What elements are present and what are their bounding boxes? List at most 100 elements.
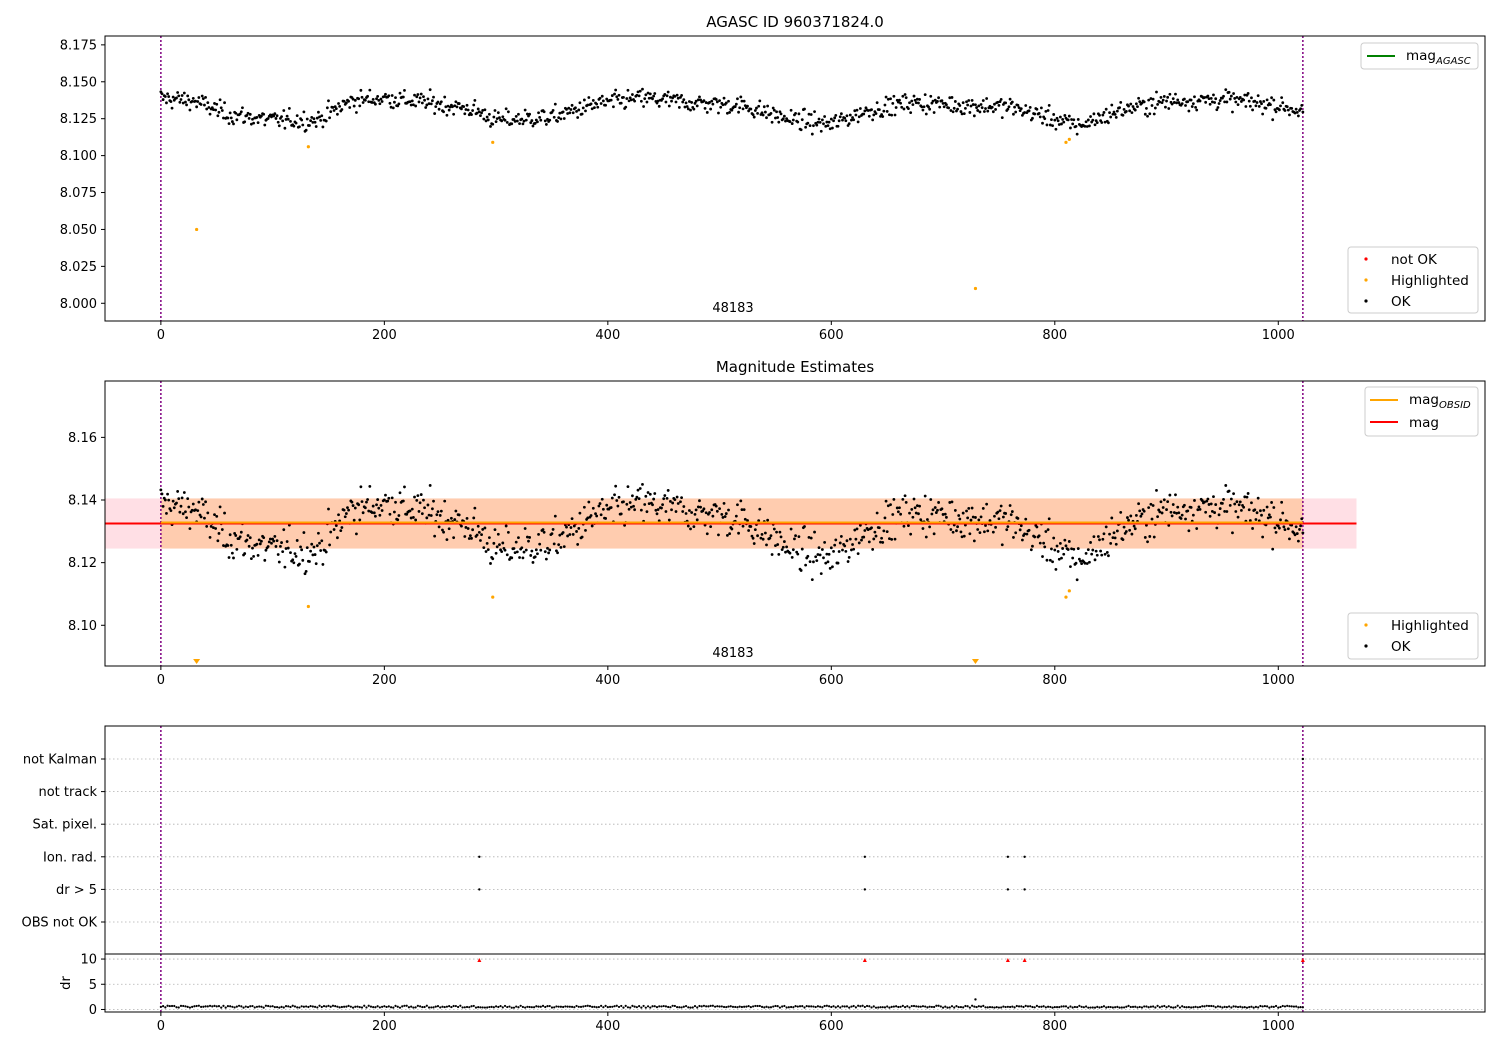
ok-point: [414, 518, 418, 522]
ok-point: [351, 97, 355, 101]
ok-point: [1160, 511, 1164, 515]
ok-point: [576, 543, 580, 546]
ok-point: [361, 101, 365, 104]
ok-point: [1213, 511, 1216, 514]
ok-point: [208, 535, 212, 539]
dr-point: [213, 1004, 216, 1007]
ok-point: [593, 106, 596, 110]
dr-point: [758, 1004, 761, 1008]
dr-point: [693, 1004, 697, 1008]
ok-point: [1025, 532, 1029, 536]
ok-point: [1137, 96, 1141, 100]
ok-point: [575, 530, 578, 533]
ok-point: [201, 97, 205, 101]
ok-point: [1048, 558, 1052, 562]
ok-point: [510, 122, 514, 126]
dr-point: [892, 1005, 895, 1008]
dr-point: [1295, 1005, 1298, 1008]
ok-point: [680, 496, 683, 500]
ok-point: [445, 113, 449, 117]
ok-point: [917, 512, 920, 516]
ok-point: [646, 91, 650, 95]
ok-point: [819, 572, 823, 576]
ok-point: [184, 100, 187, 104]
dr-point: [392, 1006, 395, 1009]
ok-point: [770, 120, 774, 124]
dr-point: [1301, 1006, 1304, 1009]
dr-point: [834, 1006, 837, 1009]
ok-point: [932, 111, 936, 114]
ok-point: [728, 111, 732, 114]
ok-point: [1105, 551, 1109, 554]
ok-point: [565, 525, 568, 529]
dr-point: [383, 1005, 386, 1008]
ok-point: [870, 108, 873, 112]
ok-point: [1191, 102, 1195, 106]
ok-point: [1000, 116, 1004, 120]
dr-point: [284, 1005, 288, 1008]
dr-point: [658, 1005, 661, 1008]
ok-point: [818, 553, 822, 557]
ok-point: [286, 117, 290, 121]
ok-point: [485, 541, 489, 545]
ok-point: [482, 546, 486, 550]
ok-point: [855, 108, 859, 112]
ok-point: [1019, 524, 1023, 528]
ok-point: [427, 102, 431, 106]
ok-point: [1088, 124, 1091, 128]
dr-point: [159, 1005, 162, 1008]
ok-point: [531, 124, 535, 128]
ok-point: [1238, 96, 1242, 99]
ok-point: [587, 500, 591, 504]
ok-point: [903, 494, 907, 498]
ok-point: [1246, 492, 1250, 495]
flag-point: [1023, 855, 1026, 858]
ok-point: [705, 111, 709, 114]
ok-point: [813, 530, 816, 534]
ok-point: [266, 117, 270, 120]
ok-point: [755, 106, 758, 110]
ok-point: [1124, 110, 1128, 113]
ok-point: [613, 92, 616, 96]
dr-point: [631, 1004, 634, 1008]
ok-point: [443, 95, 447, 99]
ok-point: [1189, 506, 1193, 509]
dr-point: [327, 1004, 330, 1007]
ok-point: [675, 495, 679, 499]
ok-point: [1215, 526, 1219, 530]
dr-point: [298, 1006, 301, 1009]
dr-point: [271, 1005, 274, 1008]
ok-point: [899, 101, 902, 105]
dr-point: [1006, 1005, 1009, 1008]
ok-point: [971, 515, 975, 519]
ok-point: [1018, 528, 1022, 532]
dr-point: [483, 1006, 487, 1009]
ok-point: [781, 117, 785, 121]
ok-point: [353, 506, 357, 510]
dr-point: [1064, 1005, 1068, 1008]
dr-point: [1069, 1005, 1072, 1008]
ok-point: [656, 508, 660, 511]
ok-point: [1067, 540, 1071, 543]
dr-point: [1232, 1005, 1235, 1008]
ok-point: [1051, 124, 1054, 128]
ok-point: [741, 107, 745, 111]
ok-point: [1243, 495, 1247, 499]
dr-point: [273, 1006, 276, 1009]
dr-point: [803, 1006, 806, 1009]
dr-point: [640, 1006, 643, 1009]
x-tick-label: 600: [819, 328, 844, 343]
ok-point: [1301, 531, 1305, 535]
ok-point: [1017, 106, 1021, 110]
dr-point: [305, 1005, 308, 1008]
ok-point: [160, 492, 164, 496]
ok-point: [832, 119, 835, 123]
ok-point: [1233, 97, 1237, 100]
ok-point: [837, 119, 841, 123]
dr-point: [939, 1005, 942, 1008]
ok-point: [851, 116, 854, 119]
ok-point: [682, 98, 686, 102]
ok-point: [622, 95, 625, 99]
ok-point: [901, 497, 905, 501]
ok-point: [843, 544, 847, 548]
